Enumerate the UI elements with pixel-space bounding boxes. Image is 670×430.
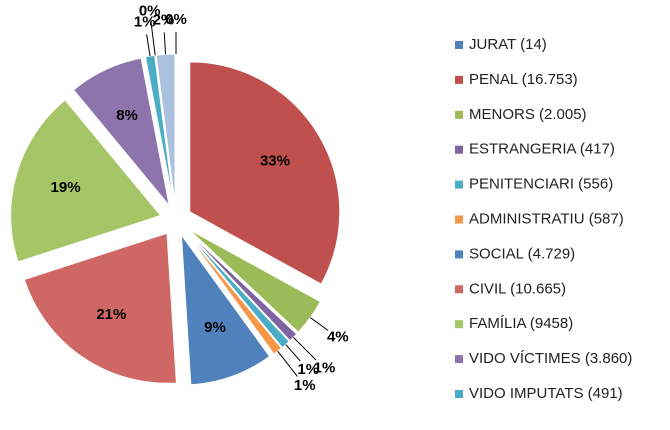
- legend-label: ESTRANGERIA (417): [469, 141, 615, 158]
- legend-label: JURAT (14): [469, 36, 547, 53]
- legend-label: VIDO VÍCTIMES (3.860): [469, 350, 632, 367]
- pie-slice: [180, 233, 271, 386]
- data-label: 1%: [297, 361, 319, 378]
- legend-swatch: [455, 390, 463, 398]
- legend-label: FAMÍLIA (9458): [469, 315, 573, 332]
- legend-swatch: [455, 250, 463, 259]
- legend-swatch: [455, 145, 463, 154]
- pie-slice: [155, 53, 176, 205]
- pie-slice: [72, 57, 170, 206]
- pie-slice: [154, 55, 175, 205]
- legend-swatch: [455, 320, 463, 329]
- legend-label: PENITENCIARI (556): [469, 176, 613, 193]
- data-label: 8%: [116, 107, 138, 124]
- data-label: 21%: [96, 306, 126, 323]
- legend-label: PENAL (16.753): [469, 71, 578, 88]
- legend-label: SOCIAL (4.729): [469, 245, 575, 262]
- data-label: 1%: [314, 359, 336, 376]
- legend-swatch: [455, 285, 463, 294]
- leader-line: [277, 350, 298, 377]
- data-label: 2%: [153, 11, 175, 28]
- legend-label: MENORS (2.005): [469, 106, 587, 123]
- legend-swatch: [455, 355, 463, 364]
- legend-swatch: [455, 110, 463, 119]
- legend-label: CIVIL (10.665): [469, 280, 566, 297]
- legend-swatch: [455, 75, 463, 84]
- legend-swatch: [455, 215, 463, 224]
- data-label: 33%: [260, 152, 290, 169]
- leader-line: [163, 32, 167, 55]
- pie-slice: [10, 99, 162, 263]
- legend-label: VIDO IMPUTATS (491): [469, 385, 623, 402]
- data-label: 4%: [327, 329, 349, 346]
- data-label: 0%: [165, 11, 187, 28]
- pie-slice: [189, 61, 341, 285]
- legend-label: ADMINISTRATIU (587): [469, 210, 624, 227]
- data-label: 9%: [204, 319, 226, 336]
- legend-swatch: [455, 41, 463, 49]
- leader-line: [310, 317, 329, 331]
- pie-slice: [185, 232, 283, 355]
- data-label: 1%: [294, 377, 316, 394]
- data-label: 19%: [51, 179, 81, 196]
- legend-swatch: [455, 180, 463, 189]
- data-label: 0%: [139, 3, 161, 20]
- pie-slice: [144, 54, 174, 205]
- data-label: 1%: [134, 13, 156, 30]
- leader-line: [293, 337, 317, 361]
- leader-line: [146, 34, 151, 57]
- leader-line: [285, 344, 301, 362]
- leader-line: [150, 23, 156, 56]
- pie-slice: [23, 232, 177, 384]
